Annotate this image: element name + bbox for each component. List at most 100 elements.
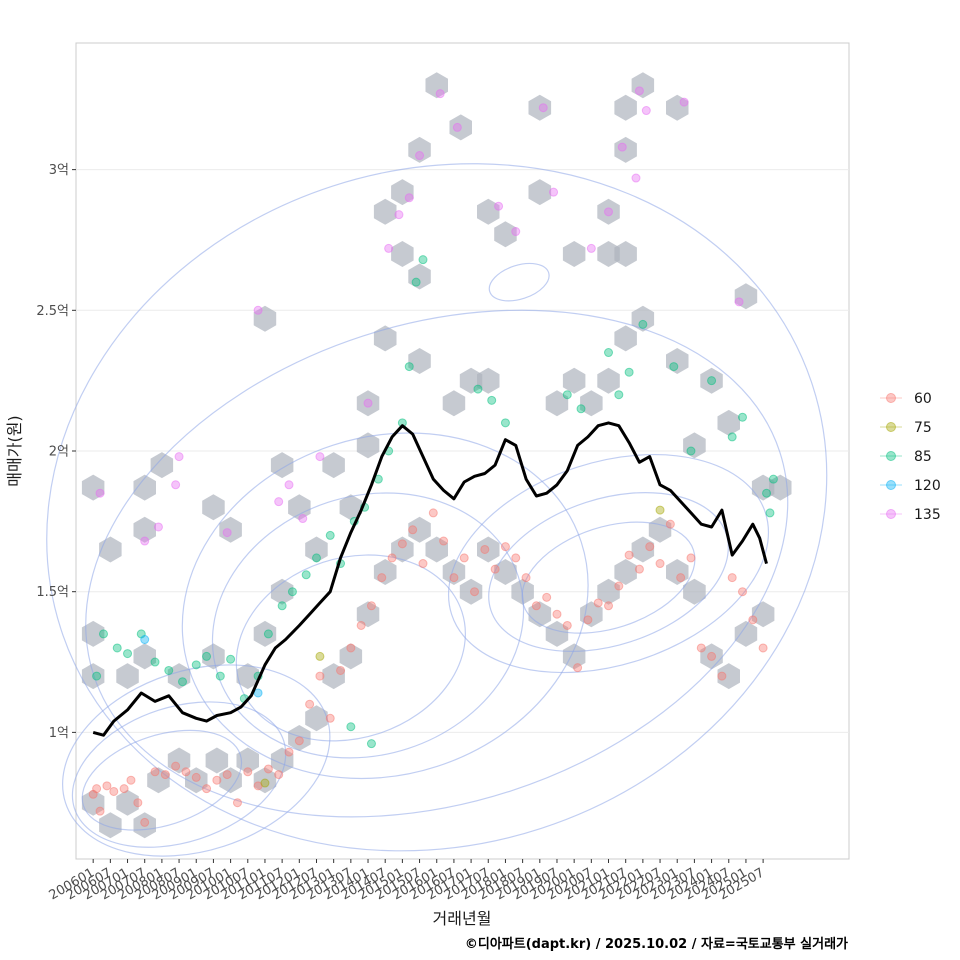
data-point-60 — [428, 508, 438, 518]
hex-bin — [205, 747, 229, 774]
hex-bin — [477, 367, 500, 394]
legend-swatch-85 — [886, 451, 896, 461]
data-point-60 — [294, 736, 304, 746]
data-point-85 — [191, 660, 201, 670]
data-point-135 — [404, 193, 414, 203]
hex-bin — [425, 72, 448, 99]
data-point-85 — [418, 255, 428, 265]
hex-bin — [133, 516, 156, 543]
data-point-60 — [243, 767, 253, 777]
hex-bin — [459, 367, 483, 394]
hex-bin — [373, 325, 397, 352]
data-point-60 — [133, 798, 143, 808]
data-point-60 — [315, 671, 325, 681]
data-point-85 — [727, 432, 737, 442]
data-point-135 — [363, 398, 373, 408]
data-point-135 — [222, 528, 232, 538]
data-point-60 — [325, 713, 335, 723]
hex-bin — [751, 474, 775, 501]
hex-bin — [133, 643, 156, 670]
hex-bin — [545, 390, 569, 417]
y-tick-label: 3억 — [49, 163, 69, 178]
data-point-75 — [315, 651, 325, 661]
data-point-60 — [552, 609, 562, 619]
hex-bin — [683, 578, 706, 605]
data-point-60 — [727, 573, 737, 583]
data-point-60 — [222, 770, 232, 780]
data-point-135 — [586, 243, 596, 253]
data-point-60 — [459, 553, 469, 563]
data-point-60 — [449, 573, 459, 583]
data-point-60 — [171, 761, 181, 771]
data-point-135 — [511, 227, 521, 237]
data-point-60 — [212, 775, 222, 785]
hex-bin — [442, 559, 466, 585]
legend-label-85: 85 — [914, 449, 932, 465]
hex-bin — [236, 747, 259, 774]
data-point-135 — [604, 207, 614, 217]
data-point-135 — [315, 452, 325, 462]
hex-bin — [734, 620, 758, 647]
data-point-60 — [418, 559, 428, 569]
hex-bin — [133, 474, 156, 501]
y-tick-label: 1.5억 — [36, 585, 69, 600]
data-point-85 — [277, 601, 287, 611]
hex-bin — [150, 452, 174, 479]
hex-bin — [167, 663, 191, 690]
hex-bin — [219, 767, 242, 794]
density-contour — [85, 309, 789, 818]
data-point-60 — [531, 601, 541, 611]
y-axis: 1억 1.5억 2억 2.5억 3억 — [36, 163, 76, 741]
hex-bin — [356, 601, 380, 628]
y-tick-label: 1억 — [49, 726, 69, 741]
data-point-135 — [171, 480, 181, 490]
data-point-135 — [734, 297, 744, 307]
hex-bin — [631, 305, 655, 332]
data-point-135 — [538, 103, 548, 113]
data-point-135 — [253, 305, 263, 315]
density-contour — [211, 492, 525, 759]
data-point-60 — [356, 620, 366, 630]
data-point-60 — [160, 770, 170, 780]
data-point-60 — [140, 817, 150, 827]
legend-swatch-135 — [886, 509, 896, 519]
data-point-85 — [576, 404, 586, 414]
data-point-75 — [655, 505, 665, 515]
hex-bin — [597, 578, 620, 605]
density-contour — [488, 262, 550, 302]
hex-bin — [562, 241, 586, 267]
hex-bin — [322, 663, 345, 690]
hex-bin — [683, 432, 706, 459]
data-point-60 — [614, 581, 624, 591]
hex-bin — [562, 643, 586, 670]
hex-bin — [408, 348, 431, 374]
data-point-60 — [263, 764, 273, 774]
data-point-85 — [487, 395, 497, 405]
data-point-60 — [624, 550, 634, 560]
hex-bin — [717, 663, 740, 690]
data-point-85 — [762, 488, 772, 498]
data-point-135 — [298, 514, 308, 524]
data-point-135 — [549, 187, 559, 197]
data-point-85 — [404, 362, 414, 372]
density-contour — [521, 521, 696, 634]
data-point-85 — [624, 367, 634, 377]
data-point-135 — [679, 97, 689, 107]
data-point-85 — [366, 739, 376, 749]
hex-bin — [631, 72, 655, 99]
data-point-60 — [346, 643, 356, 653]
trend-layer — [92, 421, 768, 737]
data-point-60 — [593, 598, 603, 608]
hex-bin — [449, 114, 472, 141]
data-point-60 — [95, 806, 105, 816]
data-point-135 — [494, 201, 504, 211]
data-point-60 — [336, 665, 346, 675]
data-point-60 — [604, 601, 614, 611]
hex-bin — [734, 283, 758, 310]
hex-bin — [717, 409, 740, 436]
data-point-60 — [181, 767, 191, 777]
hex-bin — [408, 263, 431, 290]
hex-bin — [408, 136, 431, 163]
data-point-85 — [614, 390, 624, 400]
